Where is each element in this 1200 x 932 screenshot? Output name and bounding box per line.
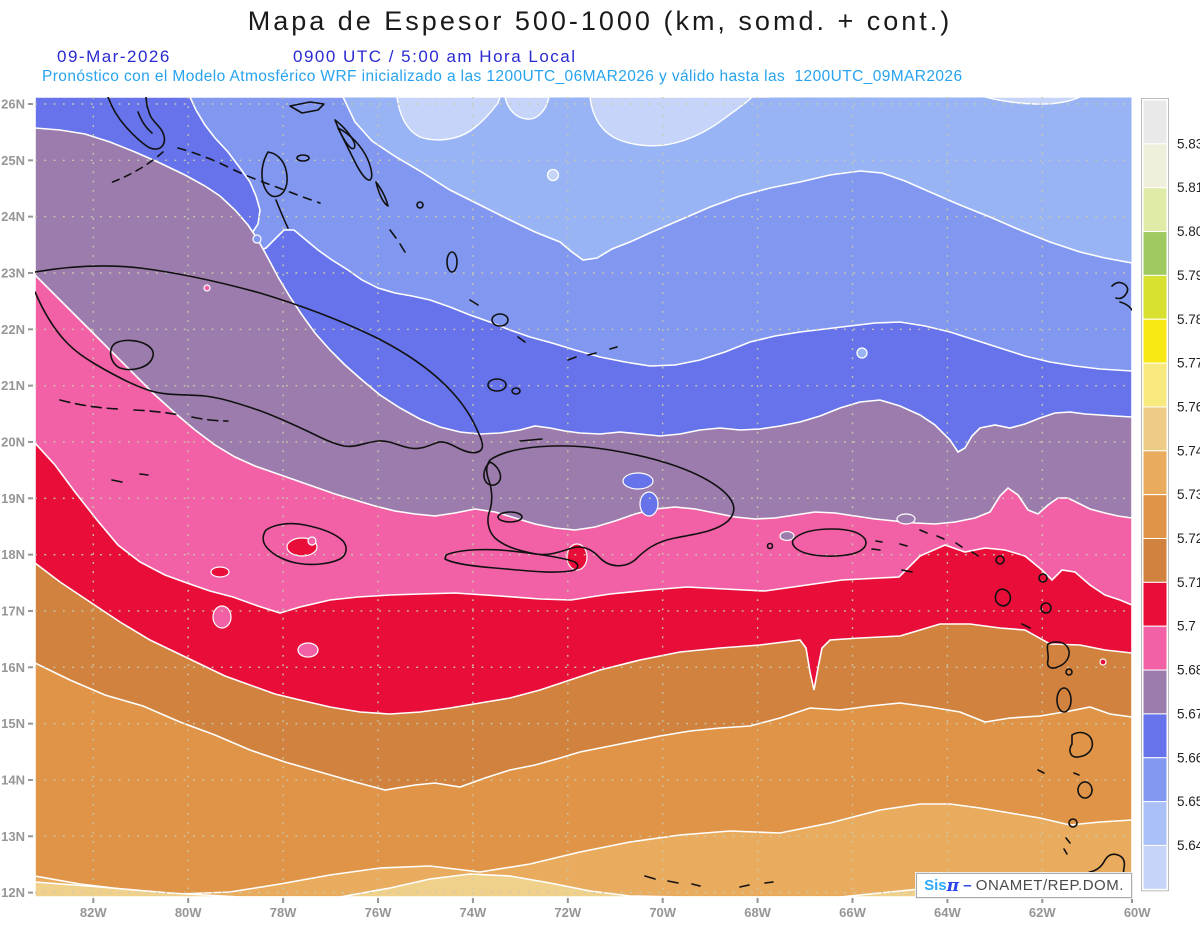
colorbar-label-5.712: 5.712 — [1177, 575, 1200, 590]
lon-label-62W: 62W — [1029, 905, 1056, 920]
colorbar-segment-2 — [1143, 188, 1167, 232]
colorbar-label-5.831: 5.831 — [1177, 136, 1200, 151]
colorbar-segment-10 — [1143, 539, 1167, 583]
colorbar-segment-14 — [1143, 714, 1167, 758]
colorbar-label-5.652: 5.652 — [1177, 794, 1200, 809]
watermark-separator: – — [959, 877, 976, 894]
lon-label-66W: 66W — [839, 905, 866, 920]
colorbar-segment-8 — [1143, 451, 1167, 495]
colorbar-label-5.676: 5.676 — [1177, 706, 1200, 721]
lat-label-21N: 21N — [1, 378, 25, 393]
contour-bands — [35, 97, 1132, 897]
colorbar-segment-15 — [1143, 758, 1167, 802]
colorbar-label-5.664: 5.664 — [1177, 750, 1200, 765]
lat-label-23N: 23N — [1, 265, 25, 280]
lon-label-72W: 72W — [554, 905, 581, 920]
valid-date: 09-Mar-2026 — [57, 47, 171, 67]
lat-label-25N: 25N — [1, 153, 25, 168]
forecast-note: Pronóstico con el Modelo Atmosférico WRF… — [42, 68, 962, 86]
lat-label-18N: 18N — [1, 547, 25, 562]
colorbar-label-5.76: 5.76 — [1177, 399, 1200, 414]
lat-label-22N: 22N — [1, 322, 25, 337]
lon-label-60W: 60W — [1124, 905, 1151, 920]
colorbar-label-5.783: 5.783 — [1177, 312, 1200, 327]
lon-label-78W: 78W — [270, 905, 297, 920]
lon-label-76W: 76W — [365, 905, 392, 920]
colorbar-segment-3 — [1143, 232, 1167, 276]
colorbar-segment-13 — [1143, 670, 1167, 714]
lon-label-68W: 68W — [744, 905, 771, 920]
lat-label-26N: 26N — [1, 97, 25, 112]
watermark-org: ONAMET/REP.DOM. — [976, 877, 1124, 894]
lat-label-24N: 24N — [1, 209, 25, 224]
valid-time: 0900 UTC / 5:00 am Hora Local — [293, 47, 577, 67]
lon-label-82W: 82W — [80, 905, 107, 920]
colorbar-legend: 5.831 5.819 5.807 5.795 5.783 5.772 5.76 5.748 5… — [1142, 99, 1200, 891]
watermark-pi-icon: π — [947, 876, 959, 896]
colorbar-label-5.807: 5.807 — [1177, 224, 1200, 239]
colorbar-label-5.819: 5.819 — [1177, 180, 1200, 195]
lon-label-74W: 74W — [460, 905, 487, 920]
lat-label-17N: 17N — [1, 603, 25, 618]
lat-label-15N: 15N — [1, 716, 25, 731]
colorbar-segment-1 — [1143, 144, 1167, 188]
colorbar-label-5.688: 5.688 — [1177, 663, 1200, 678]
colorbar-label-5.7: 5.7 — [1177, 619, 1196, 634]
lat-label-14N: 14N — [1, 772, 25, 787]
colorbar-segment-6 — [1143, 363, 1167, 407]
colorbar-segment-4 — [1143, 275, 1167, 319]
colorbar-segment-9 — [1143, 495, 1167, 539]
colorbar-segment-17 — [1143, 845, 1167, 889]
colorbar-segment-11 — [1143, 582, 1167, 626]
lat-label-16N: 16N — [1, 660, 25, 675]
colorbar-label-5.736: 5.736 — [1177, 487, 1200, 502]
colorbar-segment-0 — [1143, 100, 1167, 144]
colorbar-segment-5 — [1143, 319, 1167, 363]
lon-label-70W: 70W — [649, 905, 676, 920]
colorbar-label-5.748: 5.748 — [1177, 443, 1200, 458]
colorbar-label-5.795: 5.795 — [1177, 268, 1200, 283]
colorbar-segment-16 — [1143, 802, 1167, 846]
colorbar-segment-7 — [1143, 407, 1167, 451]
watermark-sis: Sis — [924, 877, 947, 894]
lat-label-20N: 20N — [1, 434, 25, 449]
lon-label-64W: 64W — [934, 905, 961, 920]
lat-label-12N: 12N — [1, 885, 25, 900]
colorbar-label-5.772: 5.772 — [1177, 356, 1200, 371]
colorbar-segment-12 — [1143, 626, 1167, 670]
page-title: Mapa de Espesor 500-1000 (km, somd. + co… — [0, 6, 1200, 37]
colorbar-label-5.724: 5.724 — [1177, 531, 1200, 546]
colorbar-label-5.64: 5.64 — [1177, 838, 1200, 853]
lat-label-19N: 19N — [1, 491, 25, 506]
lat-label-13N: 13N — [1, 829, 25, 844]
lon-label-80W: 80W — [175, 905, 202, 920]
